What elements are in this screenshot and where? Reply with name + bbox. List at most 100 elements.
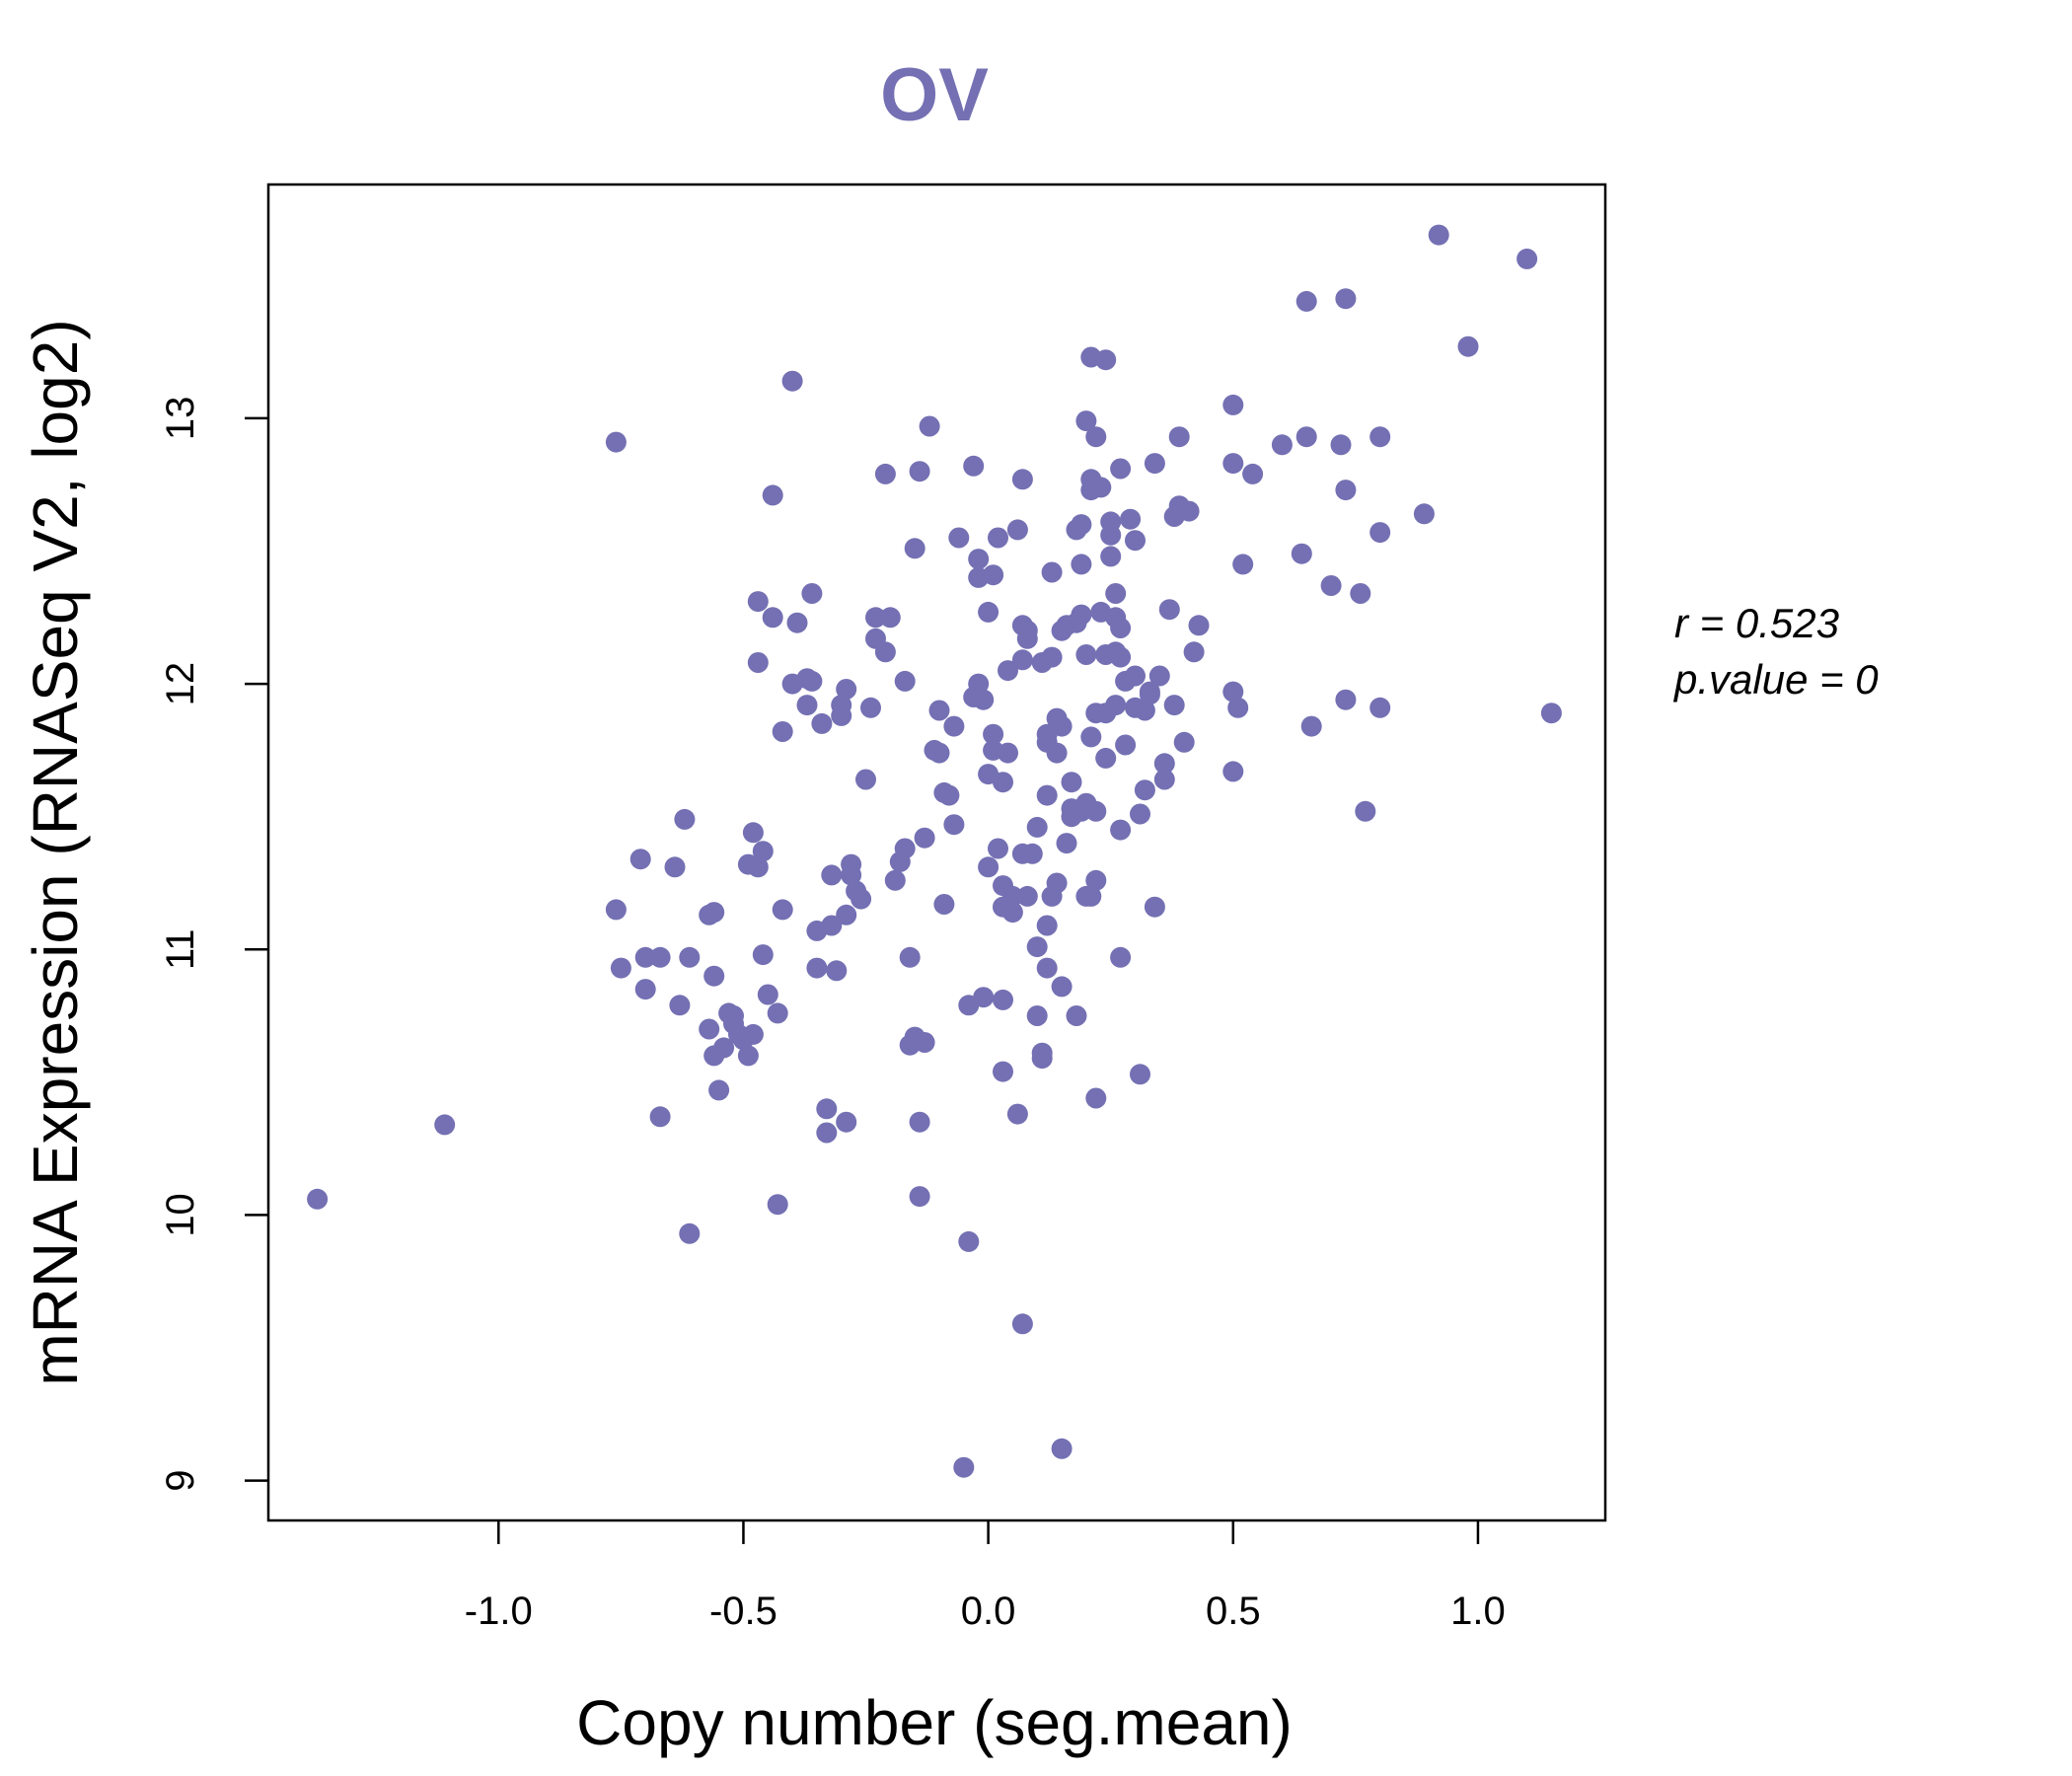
data-point-1 bbox=[434, 1114, 456, 1136]
data-point-154 bbox=[1051, 1438, 1073, 1459]
plot-frame bbox=[266, 183, 1607, 1522]
data-point-96 bbox=[948, 527, 970, 549]
data-point-21 bbox=[713, 1037, 735, 1059]
data-point-108 bbox=[978, 856, 999, 878]
data-point-41 bbox=[772, 721, 793, 742]
data-point-213 bbox=[1144, 896, 1165, 918]
data-point-153 bbox=[1051, 715, 1073, 737]
data-point-233 bbox=[1271, 434, 1293, 456]
data-point-48 bbox=[801, 583, 823, 604]
data-point-246 bbox=[1369, 426, 1391, 448]
data-point-27 bbox=[737, 1045, 759, 1067]
data-point-229 bbox=[1222, 761, 1244, 782]
data-point-117 bbox=[993, 989, 1013, 1010]
data-point-149 bbox=[1046, 872, 1068, 894]
data-point-45 bbox=[786, 612, 808, 633]
y-axis-label: mRNA Expression (RNASeq V2, log2) bbox=[20, 319, 91, 1385]
data-point-133 bbox=[1016, 620, 1038, 641]
data-point-177 bbox=[1085, 800, 1107, 822]
data-point-247 bbox=[1369, 697, 1391, 718]
data-point-62 bbox=[836, 904, 857, 925]
data-point-81 bbox=[904, 538, 925, 559]
data-point-59 bbox=[831, 704, 852, 726]
data-point-106 bbox=[973, 689, 995, 710]
data-point-180 bbox=[1085, 869, 1107, 891]
data-point-46 bbox=[796, 695, 818, 716]
data-point-237 bbox=[1300, 715, 1322, 737]
data-point-49 bbox=[801, 670, 823, 692]
data-point-243 bbox=[1350, 583, 1371, 604]
data-point-168 bbox=[1075, 410, 1097, 432]
data-point-251 bbox=[1517, 248, 1538, 269]
data-point-225 bbox=[1188, 615, 1210, 636]
data-point-74 bbox=[884, 869, 906, 891]
data-point-122 bbox=[1001, 902, 1023, 924]
data-point-102 bbox=[968, 673, 990, 695]
data-point-98 bbox=[958, 1230, 980, 1252]
data-point-226 bbox=[1222, 394, 1244, 415]
data-point-36 bbox=[757, 984, 778, 1005]
data-point-161 bbox=[1066, 1005, 1087, 1026]
data-point-76 bbox=[894, 838, 916, 859]
data-point-184 bbox=[1095, 349, 1117, 371]
data-point-240 bbox=[1335, 288, 1357, 310]
data-point-211 bbox=[1139, 684, 1160, 705]
data-point-141 bbox=[1036, 915, 1058, 936]
x-tick-label: 0.5 bbox=[1206, 1590, 1261, 1633]
data-point-239 bbox=[1330, 434, 1352, 456]
data-point-203 bbox=[1125, 665, 1146, 687]
data-point-200 bbox=[1115, 734, 1137, 756]
data-point-53 bbox=[816, 1098, 838, 1120]
data-point-52 bbox=[811, 712, 833, 734]
data-point-89 bbox=[928, 700, 950, 721]
x-tick-label: -0.5 bbox=[709, 1590, 777, 1633]
data-point-5 bbox=[629, 849, 651, 870]
data-point-227 bbox=[1222, 453, 1244, 475]
chart-title: OV bbox=[880, 53, 989, 137]
data-point-67 bbox=[855, 769, 876, 790]
data-point-222 bbox=[1173, 731, 1195, 753]
data-point-79 bbox=[899, 946, 921, 968]
data-point-170 bbox=[1075, 644, 1097, 665]
data-point-60 bbox=[836, 679, 857, 700]
data-point-7 bbox=[634, 946, 656, 968]
data-point-73 bbox=[879, 607, 901, 629]
x-tick-label: 1.0 bbox=[1450, 1590, 1506, 1633]
y-axis: 9 10 11 12 13 bbox=[159, 397, 268, 1492]
data-point-85 bbox=[914, 1032, 935, 1053]
data-point-190 bbox=[1100, 546, 1122, 567]
data-point-134 bbox=[1021, 843, 1043, 864]
data-point-183 bbox=[1090, 477, 1112, 498]
y-tick-label: 11 bbox=[159, 928, 202, 970]
data-point-191 bbox=[1105, 583, 1127, 604]
data-point-147 bbox=[1041, 646, 1063, 668]
data-point-231 bbox=[1232, 554, 1254, 575]
data-point-238 bbox=[1320, 575, 1342, 596]
y-tick-label: 12 bbox=[159, 662, 202, 706]
data-point-241 bbox=[1335, 480, 1357, 501]
data-point-234 bbox=[1291, 543, 1312, 564]
data-point-10 bbox=[664, 856, 686, 878]
data-point-244 bbox=[1355, 800, 1376, 822]
data-point-35 bbox=[752, 841, 774, 862]
data-point-151 bbox=[1046, 742, 1068, 764]
data-point-16 bbox=[699, 1018, 720, 1040]
data-point-174 bbox=[1080, 726, 1102, 748]
data-point-120 bbox=[998, 660, 1018, 682]
data-point-18 bbox=[703, 965, 725, 987]
data-point-105 bbox=[973, 987, 995, 1008]
data-point-19 bbox=[703, 902, 725, 924]
data-point-8 bbox=[649, 946, 671, 968]
data-point-3 bbox=[605, 899, 627, 921]
data-point-70 bbox=[865, 607, 886, 629]
data-point-219 bbox=[1163, 695, 1185, 716]
data-point-207 bbox=[1130, 1064, 1150, 1085]
data-point-181 bbox=[1085, 426, 1107, 448]
data-point-167 bbox=[1071, 514, 1092, 536]
data-point-11 bbox=[669, 995, 691, 1016]
data-point-179 bbox=[1085, 1087, 1107, 1109]
data-point-121 bbox=[998, 742, 1018, 764]
data-point-64 bbox=[841, 864, 862, 886]
data-point-71 bbox=[874, 641, 896, 663]
